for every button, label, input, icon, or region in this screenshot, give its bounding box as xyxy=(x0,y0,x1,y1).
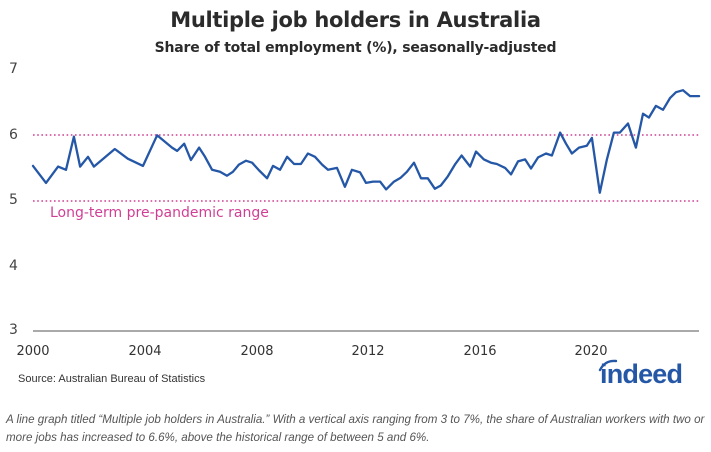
x-tick-2012: 2012 xyxy=(351,344,385,359)
x-tick-2004: 2004 xyxy=(128,344,162,359)
data-line xyxy=(31,89,701,194)
y-tick-7: 7 xyxy=(9,61,18,77)
alt-text-caption: A line graph titled “Multiple job holder… xyxy=(6,413,705,444)
y-tick-5: 5 xyxy=(9,192,18,208)
chart-subtitle: Share of total employment (%), seasonall… xyxy=(154,40,557,56)
x-tick-2016: 2016 xyxy=(463,344,497,359)
y-tick-6: 6 xyxy=(9,127,18,143)
x-tick-2000: 2000 xyxy=(16,344,50,359)
range-annotation: Long-term pre-pandemic range xyxy=(50,205,269,221)
indeed-logo-arc-icon xyxy=(598,359,618,372)
source-note: Source: Australian Bureau of Statistics xyxy=(18,373,206,385)
x-tick-2008: 2008 xyxy=(240,344,274,359)
x-tick-2020: 2020 xyxy=(574,344,608,359)
y-tick-4: 4 xyxy=(9,258,18,274)
y-tick-3: 3 xyxy=(9,322,18,338)
indeed-logo: indeed xyxy=(600,359,683,389)
chart-title: Multiple job holders in Australia xyxy=(170,8,541,32)
